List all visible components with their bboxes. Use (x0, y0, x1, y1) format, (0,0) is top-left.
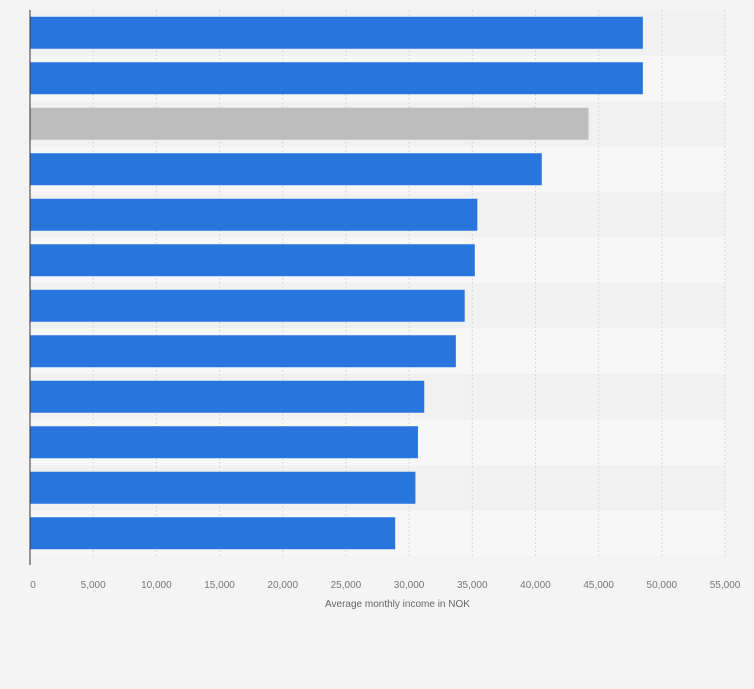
bar[interactable] (30, 380, 425, 413)
x-tick-label: 30,000 (394, 580, 425, 591)
x-tick-label: 10,000 (141, 580, 172, 591)
bar[interactable] (30, 16, 643, 49)
bar[interactable] (30, 153, 542, 186)
x-tick-label: 40,000 (520, 580, 551, 591)
bar[interactable] (30, 426, 418, 459)
bar[interactable] (30, 517, 396, 550)
bar[interactable] (30, 289, 465, 322)
x-tick-label: 50,000 (647, 580, 678, 591)
bar[interactable] (30, 62, 643, 95)
x-tick-label: 35,000 (457, 580, 488, 591)
bar[interactable] (30, 471, 416, 504)
x-axis-ticks: 0 5,000 10,000 15,000 20,000 25,000 30,000 35,0… (30, 580, 741, 591)
bar[interactable] (30, 335, 456, 368)
x-tick-label: 15,000 (204, 580, 235, 591)
gridlines (92, 10, 726, 556)
x-tick-label: 55,000 (710, 580, 741, 591)
bars (30, 16, 643, 550)
x-tick-label: 45,000 (583, 580, 614, 591)
bar[interactable] (30, 107, 589, 140)
x-tick-label: 0 (30, 580, 36, 591)
bar[interactable] (30, 244, 475, 277)
x-tick-label: 5,000 (81, 580, 106, 591)
x-axis-title: Average monthly income in NOK (325, 599, 470, 610)
x-tick-label: 25,000 (331, 580, 362, 591)
x-tick-label: 20,000 (267, 580, 298, 591)
bar[interactable] (30, 198, 478, 231)
